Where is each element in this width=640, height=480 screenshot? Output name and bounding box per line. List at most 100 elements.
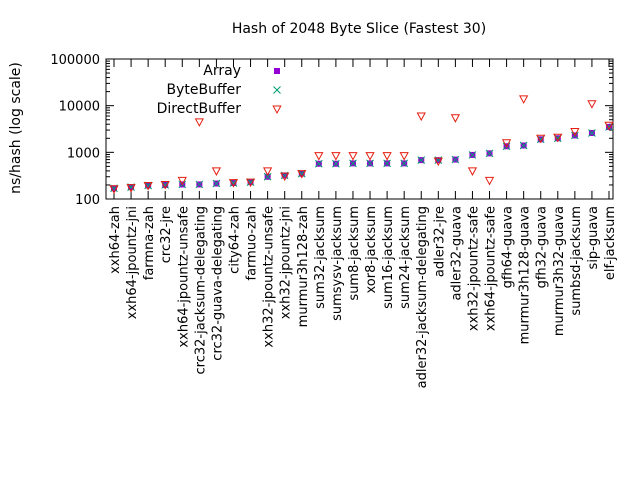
x-tick-label: xxh64-zah (108, 206, 123, 274)
series-directbuffer (109, 95, 614, 194)
x-tick-label: xxh64-jpountz-safe (484, 206, 499, 331)
x-tick-label: sumsysv-jacksum (330, 206, 345, 321)
x-tick-label: city64-zah (227, 206, 242, 274)
data-point-directbuffer (604, 121, 614, 131)
legend-marker-bytebuffer (273, 86, 281, 94)
data-point-bytebuffer (144, 181, 152, 190)
series-array (111, 123, 612, 192)
data-point-bytebuffer (366, 159, 374, 168)
data-point-directbuffer (587, 100, 597, 109)
data-point-bytebuffer (400, 159, 409, 168)
data-point-directbuffer (348, 152, 358, 161)
y-tick-label: 100000 (50, 53, 100, 68)
data-point-bytebuffer (451, 155, 460, 164)
data-point-bytebuffer (468, 151, 477, 159)
x-tick-label: adler32-jre (432, 206, 447, 277)
data-point-directbuffer (211, 167, 222, 176)
data-point-directbuffer (160, 180, 170, 190)
x-tick-label: xxh64-jpountz-jni (125, 206, 140, 319)
x-tick-label: murmur3h32-guava (552, 206, 567, 336)
x-tick-label: crc32-guava-delegating (210, 206, 225, 361)
x-tick-label: crc32-jre (159, 206, 174, 263)
data-point-bytebuffer (332, 159, 340, 168)
data-point-directbuffer (519, 95, 529, 104)
x-tick-label: crc32-jacksum-delegating (193, 206, 208, 375)
x-axis: xxh64-zah xxh64-jpountz-jni farmna-zah crc3… (108, 59, 618, 388)
y-axis-label: ns/hash (log scale) (8, 62, 24, 194)
data-point-bytebuffer (263, 172, 272, 181)
x-tick-label: xxh32-jpountz-unsafe (262, 206, 277, 348)
legend-label-bytebuffer: ByteBuffer (167, 82, 242, 98)
x-tick-label: sum32-jacksum (313, 206, 328, 309)
data-point-directbuffer (109, 185, 119, 194)
data-point-directbuffer (194, 118, 204, 127)
data-point-directbuffer (365, 152, 375, 161)
legend-label-array: Array (203, 63, 241, 79)
x-tick-label: sum16-jacksum (381, 206, 396, 309)
x-tick-label: gfh64-guava (501, 206, 516, 288)
x-tick-label: farmuo-zah (245, 206, 260, 280)
data-point-directbuffer (314, 152, 324, 161)
data-point-directbuffer (297, 170, 307, 179)
data-point-directbuffer (433, 157, 443, 167)
data-point-directbuffer (570, 127, 580, 137)
series-bytebuffer (110, 123, 613, 193)
x-tick-label: murmur3h128-guava (518, 206, 533, 344)
x-tick-label: xxh32-jpountz-jni (279, 206, 294, 319)
plot-frame (105, 58, 614, 200)
y-tick-label: 100 (75, 193, 100, 208)
chart-title: Hash of 2048 Byte Slice (Fastest 30) (232, 21, 486, 37)
x-tick-label: elf-jacksum (603, 206, 618, 280)
data-point-bytebuffer (229, 179, 238, 187)
data-point-bytebuffer (349, 159, 357, 168)
data-point-bytebuffer (161, 181, 170, 189)
x-tick-label: xxh64-jpountz-unsafe (176, 206, 191, 348)
data-point-directbuffer (228, 179, 239, 188)
data-point-bytebuffer (485, 149, 494, 158)
data-point-bytebuffer (314, 159, 323, 168)
legend-label-directbuffer: DirectBuffer (157, 101, 242, 117)
data-point-directbuffer (280, 172, 290, 182)
data-point-bytebuffer (383, 159, 391, 168)
data-point-directbuffer (399, 152, 409, 161)
data-point-bytebuffer (519, 141, 528, 150)
x-tick-label: sip-guava (586, 206, 601, 269)
data-point-directbuffer (450, 114, 461, 123)
data-point-directbuffer (536, 134, 546, 144)
x-tick-label: gfh32-guava (535, 206, 550, 288)
data-point-directbuffer (177, 176, 187, 186)
legend-marker-directbuffer (272, 105, 282, 115)
x-tick-label: adler32-jacksum-delegating (415, 206, 430, 388)
x-tick-label: sumbsd-jacksum (569, 206, 584, 316)
data-point-directbuffer (126, 184, 136, 193)
data-point-bytebuffer (246, 178, 255, 186)
data-point-bytebuffer (297, 169, 306, 178)
data-point-directbuffer (245, 178, 256, 188)
data-point-bytebuffer (588, 129, 596, 137)
x-tick-label: sum24-jacksum (398, 206, 413, 309)
data-point-directbuffer (382, 152, 392, 161)
y-tick-label: 1000 (67, 146, 100, 161)
legend: Array ByteBuffer DirectBuffer (157, 63, 282, 117)
x-tick-label: adler32-guava (449, 206, 464, 301)
data-point-directbuffer (553, 133, 563, 143)
data-point-directbuffer (143, 181, 153, 191)
data-point-directbuffer (262, 167, 273, 176)
data-point-bytebuffer (212, 179, 221, 188)
data-point-directbuffer (484, 176, 495, 186)
x-tick-label: xor8-jacksum (364, 206, 379, 293)
data-point-directbuffer (501, 139, 512, 148)
data-points (109, 95, 614, 194)
x-tick-label: farmna-zah (142, 206, 157, 280)
legend-marker-array (274, 68, 280, 74)
x-tick-label: xxh32-jpountz-safe (466, 206, 481, 331)
data-point-directbuffer (416, 112, 426, 122)
data-point-directbuffer (467, 167, 478, 176)
x-tick-label: murmur3h128-zah (296, 206, 311, 327)
data-point-directbuffer (331, 152, 341, 161)
data-point-bytebuffer (417, 156, 426, 165)
data-point-bytebuffer (195, 180, 204, 189)
y-tick-label: 10000 (59, 100, 100, 115)
x-tick-label: sum8-jacksum (347, 206, 362, 301)
